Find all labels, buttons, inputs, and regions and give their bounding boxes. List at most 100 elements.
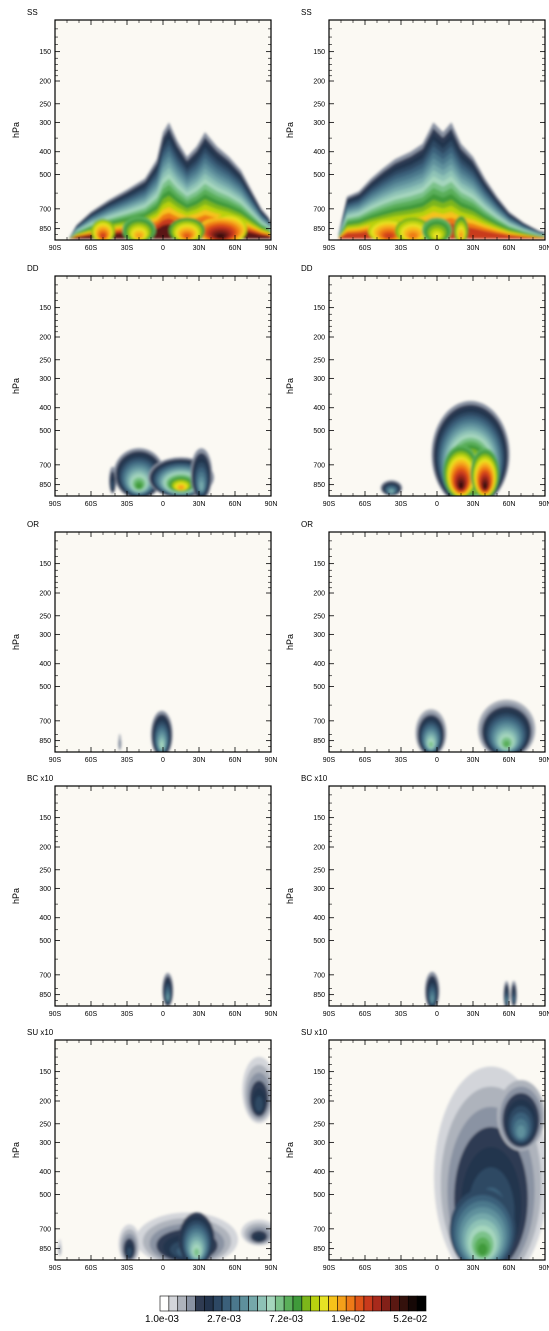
x-tick-label: 90N xyxy=(265,1265,278,1272)
y-axis-label: hPa xyxy=(11,1142,21,1158)
y-tick-label: 300 xyxy=(39,632,51,639)
colorbar-swatch xyxy=(363,1295,374,1312)
y-axis-label: hPa xyxy=(11,634,21,650)
y-tick-label: 850 xyxy=(39,1246,51,1253)
colorbar-label: 2.7e-03 xyxy=(207,1314,241,1325)
x-tick-label: 90N xyxy=(539,501,549,508)
colorbar-swatch xyxy=(248,1295,258,1312)
y-tick-label: 250 xyxy=(39,101,51,108)
x-tick-label: 30N xyxy=(467,245,480,252)
y-tick-label: 250 xyxy=(39,1121,51,1128)
y-axis-label: hPa xyxy=(285,378,295,394)
x-tick-label: 90N xyxy=(539,245,549,252)
y-tick-label: 200 xyxy=(313,335,325,342)
x-tick-label: 60S xyxy=(359,757,372,764)
x-tick-label: 60N xyxy=(503,1011,516,1018)
x-tick-label: 90N xyxy=(265,245,278,252)
y-tick-label: 850 xyxy=(313,992,325,999)
y-axis-label: hPa xyxy=(285,888,295,904)
y-tick-label: 150 xyxy=(39,815,51,822)
colorbar-swatch xyxy=(230,1295,241,1312)
x-tick-label: 30S xyxy=(395,245,408,252)
colorbar-swatch xyxy=(381,1295,391,1312)
colorbar-label: 1.9e-02 xyxy=(331,1314,365,1325)
colorbar-swatch xyxy=(221,1295,232,1312)
colorbar: 1.0e-03 2.7e-03 7.2e-03 1.9e-02 5.2e-02 xyxy=(145,1295,428,1325)
panel-title: SS xyxy=(301,8,312,17)
y-tick-label: 700 xyxy=(39,206,51,213)
colorbar-swatch xyxy=(319,1295,329,1312)
plot-background xyxy=(55,786,271,1006)
y-tick-label: 150 xyxy=(39,1069,51,1076)
x-tick-label: 60N xyxy=(503,1265,516,1272)
y-tick-label: 850 xyxy=(39,482,51,489)
x-tick-label: 60S xyxy=(359,1011,372,1018)
colorbar-swatch xyxy=(274,1295,285,1312)
y-tick-label: 400 xyxy=(313,661,325,668)
y-tick-label: 700 xyxy=(39,462,51,469)
y-tick-label: 700 xyxy=(313,206,325,213)
panel-title: DD xyxy=(301,264,313,273)
x-tick-label: 0 xyxy=(435,245,439,252)
panel-9: SU x10 150 200 250 300 400 500 700 850 hPa 90S 60S 3… xyxy=(11,1028,277,1272)
x-tick-label: 30N xyxy=(467,1265,480,1272)
colorbar-label: 7.2e-03 xyxy=(269,1314,303,1325)
colorbar-swatch xyxy=(159,1295,170,1312)
x-tick-label: 60S xyxy=(359,501,372,508)
y-axis-label: hPa xyxy=(285,1142,295,1158)
y-tick-label: 850 xyxy=(39,738,51,745)
x-tick-label: 60S xyxy=(359,1265,372,1272)
x-tick-label: 90S xyxy=(323,757,336,764)
colorbar-swatch xyxy=(266,1295,276,1312)
y-tick-label: 500 xyxy=(39,172,51,179)
x-tick-label: 30N xyxy=(467,1011,480,1018)
y-tick-label: 850 xyxy=(39,226,51,233)
panel-5: OR 150 200 250 300 400 500 700 850 hPa 90S 60S 30S 0 3… xyxy=(11,520,277,764)
y-tick-label: 400 xyxy=(313,1169,325,1176)
y-axis-label: hPa xyxy=(285,634,295,650)
colorbar-swatch xyxy=(212,1295,223,1312)
panel-title: SU x10 xyxy=(27,1028,54,1037)
colorbar-swatch xyxy=(407,1295,418,1312)
x-tick-label: 60S xyxy=(85,501,98,508)
x-tick-label: 60N xyxy=(229,757,242,764)
y-tick-label: 300 xyxy=(313,120,325,127)
y-tick-label: 500 xyxy=(313,938,325,945)
panel-3: DD 150 200 250 300 400 500 700 850 hPa 90S 60S 30S 0 3… xyxy=(11,264,277,508)
x-tick-label: 30N xyxy=(193,501,206,508)
panel-title: OR xyxy=(301,520,313,529)
colorbar-swatch xyxy=(283,1295,294,1312)
colorbar-label: 1.0e-03 xyxy=(145,1314,179,1325)
panel-title: BC x10 xyxy=(301,774,328,783)
contour-field xyxy=(425,971,517,1006)
x-tick-label: 90N xyxy=(265,1011,278,1018)
y-tick-label: 700 xyxy=(313,972,325,979)
panel-1: SS 150 200 250 300 400 500 700 850 hPa 90S 60S 30S 0 3… xyxy=(11,8,277,252)
colorbar-swatch xyxy=(345,1295,356,1312)
x-tick-label: 30S xyxy=(395,1011,408,1018)
x-tick-label: 60N xyxy=(229,245,242,252)
y-tick-label: 500 xyxy=(39,938,51,945)
x-tick-label: 60S xyxy=(359,245,372,252)
y-tick-label: 150 xyxy=(39,49,51,56)
y-tick-label: 850 xyxy=(313,226,325,233)
x-tick-label: 90N xyxy=(265,757,278,764)
x-tick-label: 30S xyxy=(395,757,408,764)
panel-8: BC x10 150 200 250 300 400 500 700 850 hPa 90S 60S 3… xyxy=(285,774,549,1018)
x-tick-label: 30S xyxy=(121,1011,134,1018)
y-tick-label: 300 xyxy=(313,1140,325,1147)
colorbar-swatch xyxy=(195,1295,205,1312)
panel-7: BC x10 150 200 250 300 400 500 700 850 hPa 90S 60S 3… xyxy=(11,774,277,1018)
plot-background xyxy=(55,276,271,496)
y-tick-label: 200 xyxy=(39,845,51,852)
x-tick-label: 90N xyxy=(539,1265,549,1272)
y-tick-label: 400 xyxy=(39,149,51,156)
x-tick-label: 60N xyxy=(503,245,516,252)
x-tick-label: 0 xyxy=(435,501,439,508)
y-tick-label: 250 xyxy=(39,357,51,364)
x-tick-label: 60S xyxy=(85,1011,98,1018)
x-tick-label: 0 xyxy=(435,1011,439,1018)
y-tick-label: 300 xyxy=(313,632,325,639)
x-tick-label: 60S xyxy=(85,1265,98,1272)
y-tick-label: 700 xyxy=(39,718,51,725)
